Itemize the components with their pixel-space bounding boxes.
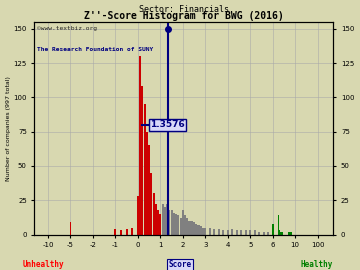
Bar xyxy=(171,210,172,235)
Text: 1.3576: 1.3576 xyxy=(150,120,185,129)
Bar xyxy=(177,215,179,235)
Bar xyxy=(157,210,159,235)
Bar xyxy=(258,232,260,235)
Bar xyxy=(155,204,157,235)
Bar xyxy=(200,226,202,235)
Bar xyxy=(191,221,193,235)
Bar xyxy=(263,232,265,235)
Bar xyxy=(148,145,150,235)
Bar xyxy=(139,56,141,235)
Bar xyxy=(287,232,288,235)
Bar xyxy=(180,218,181,235)
Bar xyxy=(231,229,233,235)
Bar xyxy=(202,228,204,235)
Bar xyxy=(277,232,278,235)
Y-axis label: Number of companies (997 total): Number of companies (997 total) xyxy=(5,76,10,181)
Bar xyxy=(146,132,148,235)
Bar xyxy=(131,228,133,235)
Text: Healthy: Healthy xyxy=(301,260,333,269)
Bar xyxy=(153,193,154,235)
Bar xyxy=(120,231,122,235)
Bar xyxy=(186,218,188,235)
Bar xyxy=(150,173,152,235)
Text: Unhealthy: Unhealthy xyxy=(22,260,64,269)
Bar xyxy=(141,86,143,235)
Bar xyxy=(126,229,127,235)
Bar xyxy=(267,232,269,235)
Text: Sector: Financials: Sector: Financials xyxy=(139,5,229,14)
Bar xyxy=(249,231,251,235)
Bar xyxy=(240,231,242,235)
Bar xyxy=(288,232,289,235)
Bar xyxy=(236,231,238,235)
Bar xyxy=(209,228,211,235)
Bar xyxy=(189,221,190,235)
Text: Score: Score xyxy=(168,260,192,269)
Bar xyxy=(195,224,197,235)
Bar xyxy=(218,229,220,235)
Bar xyxy=(137,196,139,235)
Bar xyxy=(168,210,170,235)
Bar xyxy=(204,228,206,235)
Bar xyxy=(70,222,71,235)
Bar xyxy=(278,215,279,235)
Bar xyxy=(166,204,168,235)
Bar xyxy=(184,215,186,235)
Bar xyxy=(193,222,195,235)
Bar xyxy=(144,104,145,235)
Text: The Research Foundation of SUNY: The Research Foundation of SUNY xyxy=(37,47,154,52)
Bar xyxy=(280,232,281,235)
Bar xyxy=(213,229,215,235)
Bar xyxy=(198,225,199,235)
Bar xyxy=(272,224,274,235)
Bar xyxy=(279,231,280,235)
Bar xyxy=(289,232,290,235)
Bar xyxy=(164,207,166,235)
Title: Z''-Score Histogram for BWG (2016): Z''-Score Histogram for BWG (2016) xyxy=(84,11,284,21)
Bar xyxy=(114,229,116,235)
Bar xyxy=(173,213,175,235)
Bar xyxy=(162,204,163,235)
Bar xyxy=(254,231,256,235)
Bar xyxy=(175,214,177,235)
Bar xyxy=(159,214,161,235)
Bar xyxy=(222,231,224,235)
Text: ©www.textbiz.org: ©www.textbiz.org xyxy=(37,26,98,31)
Bar xyxy=(245,231,247,235)
Bar xyxy=(182,210,184,235)
Bar xyxy=(227,231,229,235)
